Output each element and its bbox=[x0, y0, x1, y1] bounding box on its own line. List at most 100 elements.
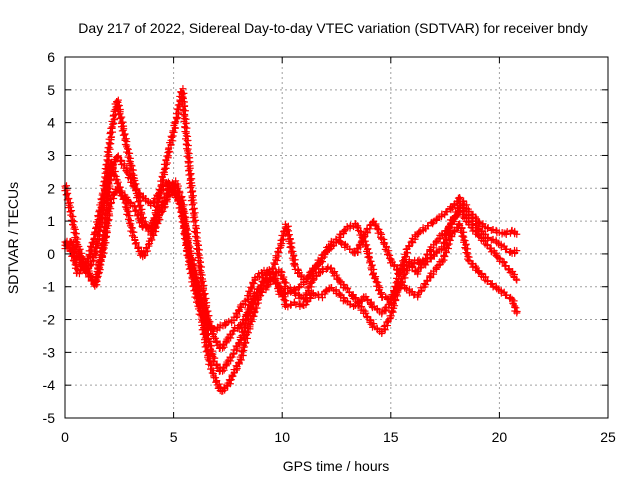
data-point bbox=[179, 110, 187, 118]
data-point bbox=[117, 189, 125, 197]
data-point bbox=[226, 376, 234, 384]
data-point bbox=[353, 223, 361, 231]
data-point bbox=[306, 268, 314, 276]
data-point bbox=[248, 318, 256, 326]
data-point bbox=[266, 268, 274, 276]
data-point bbox=[126, 165, 134, 173]
data-point bbox=[104, 144, 112, 152]
data-point bbox=[161, 164, 169, 172]
data-point bbox=[318, 258, 326, 266]
data-point bbox=[115, 102, 123, 110]
data-point bbox=[113, 98, 121, 106]
data-point bbox=[102, 161, 110, 169]
data-point bbox=[368, 323, 376, 331]
data-point bbox=[368, 304, 376, 312]
data-point bbox=[105, 203, 113, 211]
data-point bbox=[248, 285, 256, 293]
data-point bbox=[208, 342, 216, 350]
data-point bbox=[75, 270, 83, 278]
data-point bbox=[352, 294, 360, 302]
data-point bbox=[126, 149, 134, 157]
data-point bbox=[381, 245, 389, 253]
data-point bbox=[182, 132, 190, 140]
data-point bbox=[142, 248, 150, 256]
data-point bbox=[179, 85, 187, 93]
data-point bbox=[456, 193, 464, 201]
data-point bbox=[227, 376, 235, 384]
data-point bbox=[489, 283, 497, 291]
data-point bbox=[457, 227, 465, 235]
data-point bbox=[154, 199, 162, 207]
data-point bbox=[287, 242, 295, 250]
data-point bbox=[203, 331, 211, 339]
data-point bbox=[63, 191, 71, 199]
data-point bbox=[114, 178, 122, 186]
data-point bbox=[164, 185, 172, 193]
data-point bbox=[178, 93, 186, 101]
data-point bbox=[513, 247, 521, 255]
data-point bbox=[444, 228, 452, 236]
data-point bbox=[81, 264, 89, 272]
data-point bbox=[323, 247, 331, 255]
data-point bbox=[131, 207, 139, 215]
data-point bbox=[82, 265, 90, 273]
data-point bbox=[484, 277, 492, 285]
data-point bbox=[340, 294, 348, 302]
y-tick-label: -2 bbox=[43, 312, 56, 328]
data-point bbox=[162, 190, 170, 198]
data-point bbox=[208, 349, 216, 357]
data-point bbox=[347, 221, 355, 229]
data-point bbox=[394, 285, 402, 293]
data-point bbox=[513, 276, 521, 284]
series-trace-2 bbox=[61, 159, 521, 375]
data-point bbox=[88, 239, 96, 247]
data-point bbox=[454, 220, 462, 228]
data-point bbox=[387, 296, 395, 304]
data-point bbox=[116, 114, 124, 122]
data-point bbox=[229, 327, 237, 335]
data-point bbox=[131, 181, 139, 189]
data-point bbox=[148, 236, 156, 244]
data-point bbox=[137, 218, 145, 226]
x-tick-labels: 0 5 10 15 20 25 bbox=[61, 429, 616, 445]
chart-title: Day 217 of 2022, Sidereal Day-to-day VTE… bbox=[78, 20, 587, 36]
y-tick-label: 5 bbox=[47, 82, 55, 98]
data-point bbox=[185, 171, 193, 179]
data-point bbox=[276, 240, 284, 248]
y-tick-label: 0 bbox=[47, 246, 55, 262]
data-point bbox=[250, 279, 258, 287]
data-point bbox=[189, 196, 197, 204]
data-point bbox=[503, 245, 511, 253]
data-point bbox=[444, 231, 452, 239]
data-point bbox=[119, 118, 127, 126]
data-point bbox=[340, 280, 348, 288]
data-point bbox=[191, 280, 199, 288]
data-point bbox=[171, 118, 179, 126]
x-tick-label: 5 bbox=[170, 429, 178, 445]
data-point bbox=[141, 252, 149, 260]
data-point bbox=[181, 228, 189, 236]
data-point bbox=[92, 224, 100, 232]
data-point bbox=[309, 264, 317, 272]
data-point bbox=[503, 291, 511, 299]
data-point bbox=[127, 161, 135, 169]
y-tick-label: 6 bbox=[47, 49, 55, 65]
data-point bbox=[187, 263, 195, 271]
data-point bbox=[111, 167, 119, 175]
data-point bbox=[191, 213, 199, 221]
data-point bbox=[184, 236, 192, 244]
data-point bbox=[68, 207, 76, 215]
data-point bbox=[340, 227, 348, 235]
data-point bbox=[132, 180, 140, 188]
data-point bbox=[397, 275, 405, 283]
plot-frame bbox=[64, 56, 609, 419]
data-point bbox=[474, 217, 482, 225]
data-point bbox=[154, 211, 162, 219]
data-point bbox=[229, 350, 237, 358]
data-point bbox=[462, 240, 470, 248]
data-point bbox=[380, 323, 388, 331]
data-point bbox=[195, 297, 203, 305]
data-point bbox=[379, 239, 387, 247]
data-point bbox=[513, 230, 521, 238]
data-point bbox=[459, 200, 467, 208]
